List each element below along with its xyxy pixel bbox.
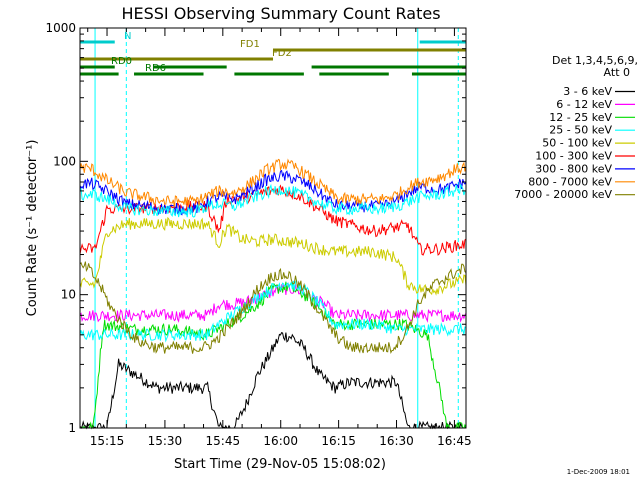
y-axis-label: Count Rate (s⁻¹ detector⁻¹) [25, 140, 40, 317]
x-tick-label-7: 16:45 [437, 434, 472, 448]
y-tick-label-3: 100 [53, 154, 76, 168]
series-line-2 [79, 282, 467, 323]
x-tick-label-5: 16:15 [321, 434, 356, 448]
legend-label-7: 300 - 800 keV [535, 162, 612, 175]
annotation-label-fd2: FD2 [272, 48, 292, 59]
legend-header-2: Att 0 [604, 66, 630, 79]
series-line-3 [79, 281, 467, 430]
legend-label-1: 3 - 6 keV [563, 85, 612, 98]
legend-label-8: 800 - 7000 keV [528, 175, 612, 188]
y-tick-label-2: 10 [61, 288, 76, 302]
x-tick-label-1: 15:15 [90, 434, 125, 448]
series-line-1 [79, 331, 467, 430]
series-line-5 [79, 216, 467, 296]
series-line-9 [79, 261, 467, 355]
plot-lines [94, 28, 459, 428]
y-tick-label-4: 1000 [45, 21, 76, 35]
legend-label-3: 12 - 25 keV [549, 111, 612, 124]
x-tick-label-3: 15:45 [206, 434, 241, 448]
x-tick-label-6: 16:30 [379, 434, 414, 448]
annotation-label-n: N [124, 31, 131, 42]
series-line-8 [79, 158, 467, 208]
chart-title: HESSI Observing Summary Count Rates [121, 4, 440, 23]
y-tick-label-1: 1 [68, 421, 76, 435]
legend-label-5: 50 - 100 keV [542, 137, 612, 150]
x-tick-label-2: 15:30 [148, 434, 183, 448]
data-series [79, 158, 467, 430]
axes: 1 10 100 1000 15:15 15:30 15:45 16:00 16:15 16:30… [45, 21, 471, 448]
legend-label-6: 100 - 300 keV [535, 150, 612, 163]
annotation-label-rd6: RD6 [145, 63, 166, 74]
annotation-label-fd1: FD1 [240, 39, 260, 50]
plot-frame [79, 27, 467, 429]
mode-annotations: N FD1 FD2 RD0 RD6 [80, 31, 466, 76]
legend-label-2: 6 - 12 keV [556, 98, 612, 111]
x-tick-label-4: 16:00 [263, 434, 298, 448]
legend-label-4: 25 - 50 keV [549, 124, 612, 137]
legend-label-9: 7000 - 20000 keV [514, 188, 612, 201]
x-axis-label: Start Time (29-Nov-05 15:08:02) [174, 457, 386, 472]
series-line-4 [79, 279, 467, 343]
series-line-10 [79, 183, 467, 218]
legend-header-1: Det 1,3,4,5,6,9, [552, 54, 638, 67]
annotation-label-rd0: RD0 [111, 56, 132, 67]
timestamp-stamp: 1-Dec-2009 18:01 [567, 468, 630, 476]
